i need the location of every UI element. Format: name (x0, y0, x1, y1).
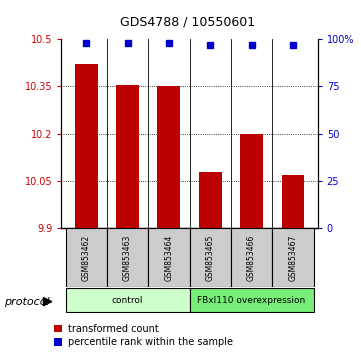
Bar (107, 228, 148, 287)
Bar (231, 228, 272, 287)
Bar (190, 228, 231, 287)
Text: GSM853467: GSM853467 (288, 234, 297, 281)
Bar (65, 288, 190, 312)
Bar (157, 86, 180, 228)
Bar (190, 288, 314, 312)
Text: protocol: protocol (4, 297, 49, 307)
Text: control: control (112, 296, 143, 304)
Text: GSM853463: GSM853463 (123, 234, 132, 281)
Bar (272, 228, 314, 287)
Bar (116, 85, 139, 228)
Bar (65, 228, 107, 287)
Text: GSM853466: GSM853466 (247, 234, 256, 281)
Bar (240, 134, 263, 228)
Text: GSM853462: GSM853462 (82, 234, 91, 281)
Bar (75, 64, 97, 228)
Bar (282, 175, 304, 228)
Text: GDS4788 / 10550601: GDS4788 / 10550601 (120, 16, 255, 29)
Text: transformed count: transformed count (68, 324, 158, 333)
Text: GSM853464: GSM853464 (164, 234, 173, 281)
Bar (148, 228, 190, 287)
Text: FBxl110 overexpression: FBxl110 overexpression (197, 296, 306, 304)
Bar (199, 171, 222, 228)
Text: percentile rank within the sample: percentile rank within the sample (68, 337, 232, 347)
Text: GSM853465: GSM853465 (206, 234, 215, 281)
